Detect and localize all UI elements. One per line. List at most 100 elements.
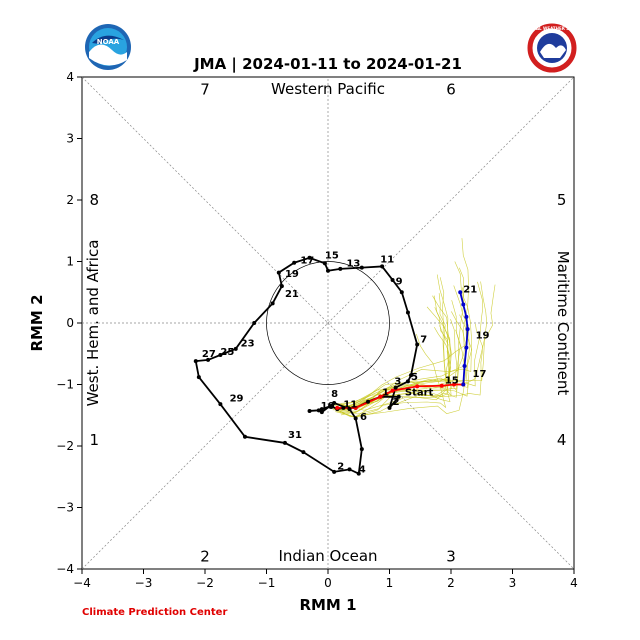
day-label: 8 <box>331 389 338 400</box>
forecast-first-week-line <box>337 383 464 409</box>
ensemble-member-line <box>332 329 467 418</box>
ensemble-member-line <box>333 307 450 406</box>
trajectory-point <box>307 408 312 413</box>
x-tick-label: 2 <box>447 576 455 590</box>
trajectory-point <box>218 352 223 357</box>
y-tick-label: 1 <box>66 255 74 269</box>
ensemble-member-line <box>336 267 467 407</box>
phase-number: 6 <box>446 80 456 98</box>
trajectory-point <box>378 394 383 399</box>
phase-number: 5 <box>557 191 567 209</box>
trajectory-point <box>282 440 287 445</box>
day-label: 29 <box>230 394 244 405</box>
trajectory-point <box>347 407 352 412</box>
trajectory-point <box>353 416 358 421</box>
trajectory-point <box>332 400 337 405</box>
phase-number: 1 <box>90 431 100 449</box>
phase-number: 8 <box>90 191 100 209</box>
y-tick-label: −2 <box>56 439 74 453</box>
trajectory-point <box>393 385 398 390</box>
day-label: 25 <box>220 347 234 358</box>
x-axis-label: RMM 1 <box>299 596 356 614</box>
region-top-label: Western Pacific <box>271 80 385 98</box>
day-label: 13 <box>346 258 360 269</box>
x-tick-label: −2 <box>196 576 214 590</box>
trajectory-point <box>439 383 444 388</box>
trajectory-point <box>399 290 404 295</box>
trajectory-point <box>233 346 238 351</box>
trajectory-point <box>409 373 414 378</box>
trajectory-point <box>461 382 466 387</box>
day-label: 9 <box>396 276 403 287</box>
trajectory-point <box>461 302 466 307</box>
day-label: 11 <box>380 255 394 266</box>
region-bottom-label: Indian Ocean <box>278 547 377 565</box>
nws-logo-text: NATIONAL WEATHER SERVICE <box>519 26 586 31</box>
day-label: 6 <box>360 412 367 423</box>
trajectory-point <box>415 342 420 347</box>
x-tick-label: −4 <box>73 576 91 590</box>
trajectory-point <box>353 405 358 410</box>
trajectory-point <box>292 260 297 265</box>
trajectory-point <box>464 345 469 350</box>
ensemble-member-line <box>334 306 451 410</box>
day-label: 5 <box>411 372 418 383</box>
y-tick-label: 3 <box>66 132 74 146</box>
trajectory-point <box>390 388 395 393</box>
trajectory-point <box>206 357 211 362</box>
trajectory-point <box>341 405 346 410</box>
y-tick-label: −3 <box>56 501 74 515</box>
trajectory-point <box>380 264 385 269</box>
trajectory-point <box>242 434 247 439</box>
day-label: 11 <box>343 399 357 410</box>
x-tick-label: 1 <box>386 576 394 590</box>
day-label: 15 <box>325 250 339 261</box>
ensemble-member-line <box>342 295 453 418</box>
trajectory-point <box>322 261 327 266</box>
trajectory-point <box>347 467 352 472</box>
y-tick-label: −1 <box>56 378 74 392</box>
day-label: 17 <box>473 369 487 380</box>
trajectory-points <box>193 255 470 476</box>
day-label: 3 <box>394 377 401 388</box>
trajectory-point <box>196 375 201 380</box>
x-tick-label: −3 <box>135 576 153 590</box>
ensemble-member-line <box>338 281 488 408</box>
trajectory-point <box>307 255 312 260</box>
x-tick-label: −1 <box>258 576 276 590</box>
trajectory-point <box>387 405 392 410</box>
day-label: 21 <box>463 284 477 295</box>
region-left-label: West. Hem. and Africa <box>84 240 102 407</box>
phase-number: 4 <box>557 431 567 449</box>
day-label: Start <box>405 388 434 399</box>
nws-logo: NATIONAL WEATHER SERVICE <box>519 23 586 73</box>
trajectory-point <box>326 268 330 273</box>
trajectory-point <box>301 450 306 455</box>
y-tick-label: 2 <box>66 193 74 207</box>
day-label: 21 <box>285 289 299 300</box>
trajectory-point <box>415 384 420 389</box>
trajectory-point <box>338 266 343 271</box>
x-tick-label: 0 <box>324 576 332 590</box>
trajectory-point <box>218 402 223 407</box>
day-label: 15 <box>445 375 459 386</box>
ensemble-member-line <box>336 326 451 405</box>
x-tick-label: 3 <box>509 576 517 590</box>
noaa-logo: NOAA <box>85 24 131 70</box>
day-label: 23 <box>241 338 255 349</box>
y-tick-label: −4 <box>56 562 74 576</box>
trajectory-point <box>405 310 410 315</box>
day-label: 1 <box>382 388 389 399</box>
chart-title: JMA | 2024-01-11 to 2024-01-21 <box>193 55 462 74</box>
trajectory-point <box>390 277 395 282</box>
trajectory-point <box>335 405 340 410</box>
phase-number: 3 <box>446 548 456 566</box>
trajectory-point <box>464 314 469 319</box>
phase-number: 7 <box>200 80 210 98</box>
trajectory-point <box>319 410 324 415</box>
day-label: 4 <box>359 464 366 475</box>
day-label: 31 <box>288 430 302 441</box>
trajectory-point <box>319 407 324 412</box>
phase-number: 2 <box>200 548 210 566</box>
day-label: 10 <box>321 401 335 412</box>
